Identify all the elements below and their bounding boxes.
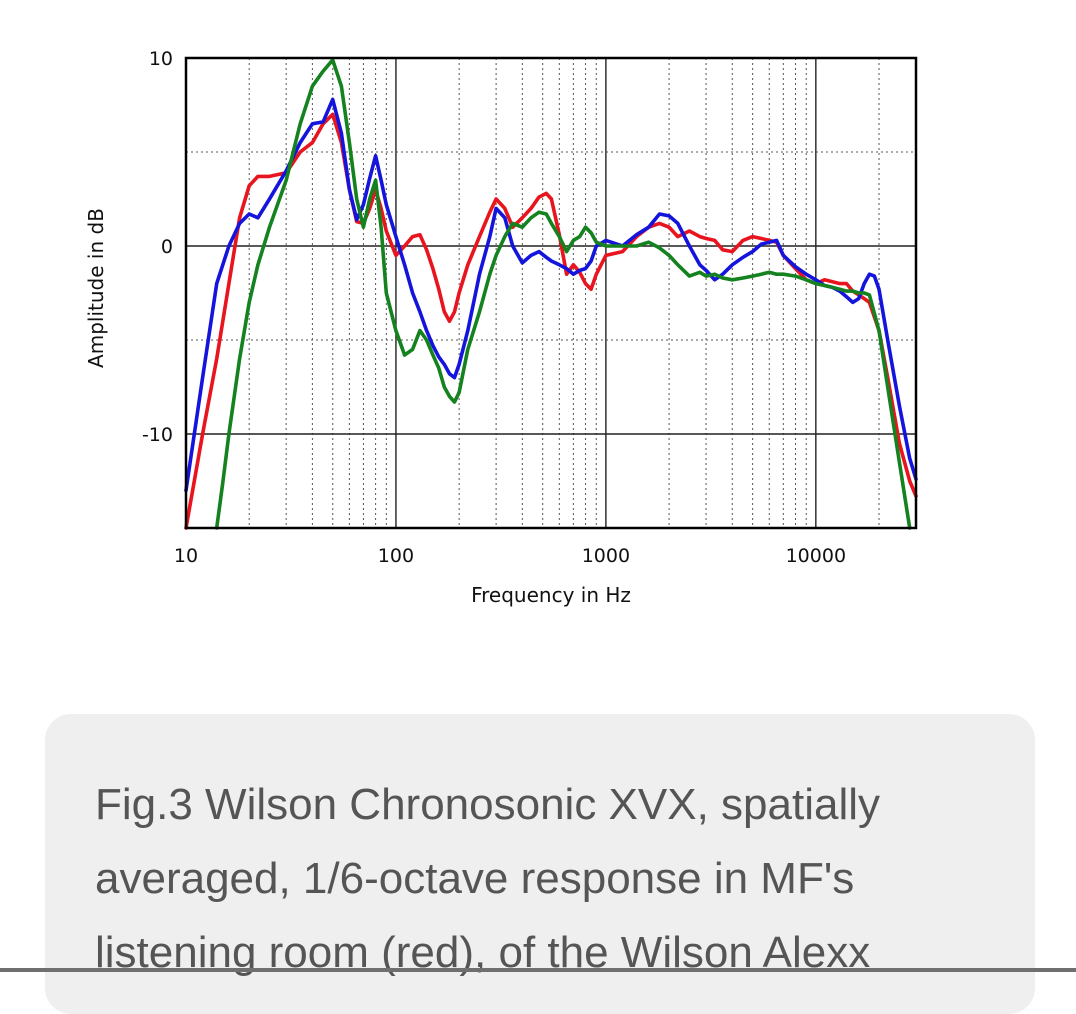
plot-frame: [184, 56, 918, 530]
grid-lines: [186, 58, 916, 528]
caption-line-2: averaged, 1/6-octave response in MF's: [95, 854, 855, 903]
series-layer: [184, 58, 918, 530]
series-line-1: [184, 112, 918, 530]
y-tick-label: 0: [161, 236, 173, 258]
x-axis-title: Frequency in Hz: [471, 583, 631, 607]
figure-caption: Fig.3 Wilson Chronosonic XVX, spatially …: [95, 768, 995, 990]
series-line-3: [214, 58, 912, 530]
series-line-2: [184, 97, 918, 493]
caption-line-1: Fig.3 Wilson Chronosonic XVX, spatially: [95, 780, 880, 829]
y-tick-label: 10: [149, 48, 173, 70]
x-tick-label: 10000: [786, 545, 846, 567]
bottom-divider: [0, 968, 1076, 972]
x-tick-label: 100: [378, 545, 414, 567]
x-tick-label: 1000: [582, 545, 630, 567]
x-tick-label: 10: [174, 545, 198, 567]
y-tick-label: -10: [142, 424, 173, 446]
caption-box: Fig.3 Wilson Chronosonic XVX, spatially …: [45, 714, 1035, 1014]
y-axis-title: Amplitude in dB: [84, 208, 108, 368]
